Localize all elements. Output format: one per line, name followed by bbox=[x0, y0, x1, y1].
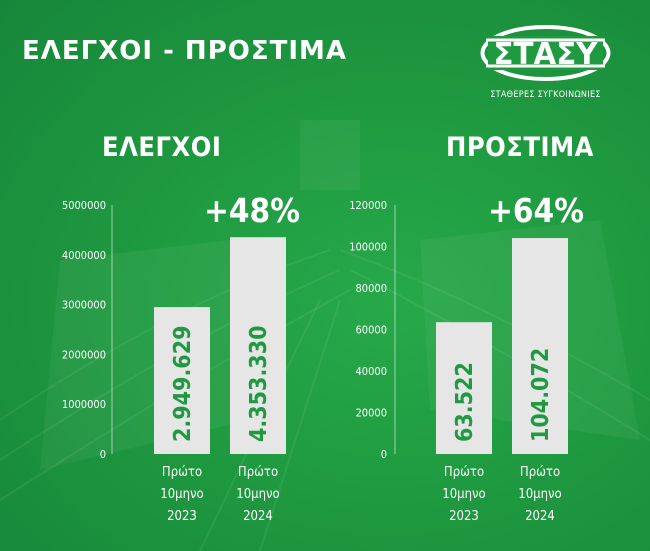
y-tick-label: 1000000 bbox=[62, 398, 106, 411]
stasy-logo: ΣΤΑΣΥ ΣΤΑΘΕΡΕΣ ΣΥΓΚΟΙΝΩΝΙΕΣ bbox=[478, 22, 613, 102]
chart-title-elegxoi: ΕΛΕΓΧΟΙ bbox=[102, 132, 222, 163]
percent-change-label: +48% bbox=[204, 191, 300, 230]
y-tick-label: 3000000 bbox=[62, 299, 106, 312]
percent-change-label: +64% bbox=[488, 191, 584, 230]
bar-value-label: 63.522 bbox=[452, 362, 478, 442]
y-tick-label: 80000 bbox=[356, 282, 387, 295]
y-tick-label: 60000 bbox=[356, 324, 387, 337]
logo-lettering: ΣΤΑΣΥ bbox=[494, 37, 598, 72]
y-tick-label: 4000000 bbox=[62, 249, 106, 262]
y-tick-label: 120000 bbox=[349, 199, 387, 212]
stasy-logo-mark: ΣΤΑΣΥ bbox=[480, 25, 611, 81]
y-tick-label: 20000 bbox=[356, 407, 387, 420]
bar-value-label: 104.072 bbox=[528, 348, 554, 442]
bar-value-label: 2.949.629 bbox=[170, 325, 196, 442]
y-tick-label: 40000 bbox=[356, 365, 387, 378]
y-tick-label: 100000 bbox=[349, 241, 387, 254]
category-label: Πρώτο 10μηνο 2023 bbox=[442, 465, 485, 524]
bar bbox=[230, 237, 286, 454]
bar bbox=[154, 307, 210, 454]
category-label: Πρώτο 10μηνο 2023 bbox=[160, 465, 203, 524]
chart-title-prostima: ΠΡΟΣΤΙΜΑ bbox=[446, 132, 594, 163]
bar bbox=[512, 238, 568, 454]
bar bbox=[436, 322, 492, 454]
y-tick-label: 5000000 bbox=[62, 199, 106, 212]
category-label: Πρώτο 10μηνο 2024 bbox=[518, 465, 561, 524]
y-tick-label: 0 bbox=[100, 448, 106, 461]
y-tick-label: 2000000 bbox=[62, 348, 106, 361]
category-label: Πρώτο 10μηνο 2024 bbox=[236, 465, 279, 524]
logo-subtitle: ΣΤΑΘΕΡΕΣ ΣΥΓΚΟΙΝΩΝΙΕΣ bbox=[490, 90, 601, 100]
bar-value-label: 4.353.330 bbox=[246, 325, 272, 442]
page-title: ΕΛΕΓΧΟΙ - ΠΡΟΣΤΙΜΑ bbox=[22, 36, 348, 66]
y-tick-label: 0 bbox=[381, 448, 387, 461]
